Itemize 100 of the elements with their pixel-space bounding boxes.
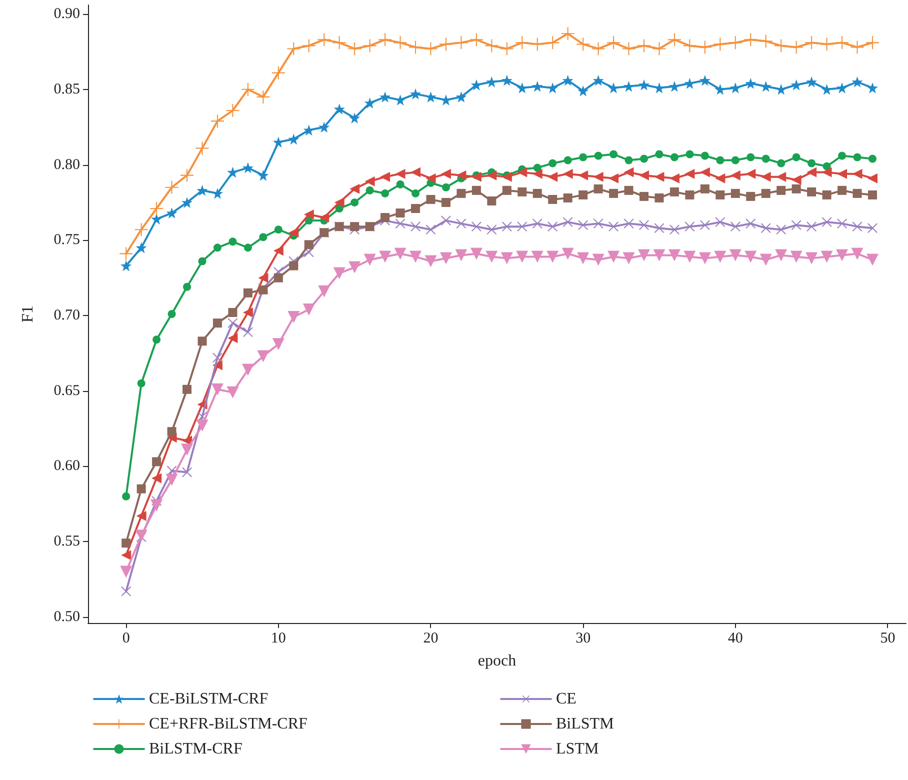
point [836, 36, 849, 50]
point [730, 170, 740, 180]
point [226, 386, 239, 398]
point [424, 255, 437, 268]
point [440, 252, 452, 264]
point [579, 153, 588, 162]
point [182, 196, 193, 208]
point [455, 249, 468, 262]
point [652, 42, 666, 56]
point [653, 249, 666, 262]
point [594, 184, 603, 194]
point [198, 336, 207, 346]
point [836, 82, 848, 94]
point [746, 192, 756, 201]
point [470, 79, 482, 90]
point [776, 84, 787, 95]
point [654, 193, 664, 202]
point [486, 170, 497, 180]
point [212, 352, 222, 363]
point [592, 74, 604, 86]
point [348, 261, 361, 274]
x-tick-label: 50 [880, 630, 896, 646]
point [868, 223, 878, 234]
point [548, 172, 558, 182]
point [593, 172, 604, 182]
point [454, 36, 468, 50]
point [670, 224, 680, 235]
legend-label: BiLSTM [556, 716, 614, 732]
point [853, 153, 862, 162]
point [622, 252, 635, 264]
legend-label: BiLSTM-CRF [149, 740, 242, 758]
point [364, 97, 376, 108]
point [806, 167, 817, 178]
point [714, 250, 726, 263]
point [533, 164, 542, 172]
y-tick-label: 0.80 [54, 156, 80, 173]
point [593, 218, 604, 229]
point [471, 172, 482, 182]
point [731, 156, 740, 164]
point [485, 39, 498, 52]
point [562, 248, 574, 260]
point [729, 249, 742, 262]
point [241, 82, 254, 96]
point [228, 238, 237, 246]
point [166, 474, 178, 486]
point [578, 190, 588, 200]
point [683, 39, 696, 52]
point [363, 39, 376, 52]
y-axis-title: F1 [20, 306, 36, 322]
point [775, 249, 788, 262]
point [759, 34, 772, 48]
point [716, 190, 725, 200]
point [624, 218, 634, 229]
point [548, 159, 557, 168]
point [272, 338, 284, 350]
point [640, 154, 648, 163]
point [774, 39, 788, 52]
point [546, 36, 560, 50]
point [303, 124, 314, 136]
point [531, 250, 544, 263]
point [624, 167, 634, 178]
point [638, 79, 650, 90]
point [274, 273, 283, 282]
point [792, 184, 801, 194]
point [760, 223, 771, 234]
point [470, 33, 483, 46]
point [639, 220, 649, 230]
point [670, 187, 679, 196]
point [866, 36, 879, 50]
point [410, 222, 420, 232]
point [334, 197, 344, 208]
point [502, 186, 512, 195]
point [410, 167, 421, 178]
point [622, 42, 636, 56]
point [440, 168, 451, 179]
point [364, 176, 375, 186]
point [684, 168, 695, 179]
y-tick-label: 0.85 [54, 81, 80, 98]
point [776, 186, 786, 195]
point [578, 85, 589, 96]
point [562, 168, 573, 179]
point [730, 222, 740, 232]
y-tick-label: 0.70 [54, 308, 80, 324]
point [167, 427, 176, 436]
point [381, 189, 390, 198]
point [196, 184, 208, 196]
legend-label: CE+RFR-BiLSTM-CRF [149, 716, 308, 732]
point [592, 42, 605, 56]
point [548, 194, 558, 204]
point [746, 168, 756, 179]
point [350, 184, 360, 194]
point [426, 173, 436, 184]
point [790, 40, 803, 54]
point [700, 220, 710, 230]
point [684, 250, 696, 263]
point [288, 228, 299, 238]
point [257, 350, 270, 362]
point [273, 246, 284, 256]
point [744, 33, 758, 46]
point [746, 153, 755, 162]
